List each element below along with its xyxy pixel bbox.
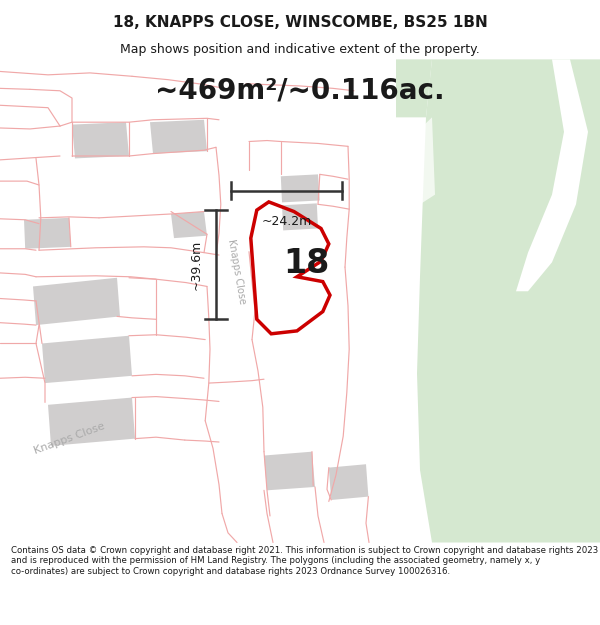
Text: ~24.2m: ~24.2m bbox=[262, 215, 311, 228]
Polygon shape bbox=[48, 398, 135, 446]
Text: ~469m²/~0.116ac.: ~469m²/~0.116ac. bbox=[155, 76, 445, 104]
Text: Contains OS data © Crown copyright and database right 2021. This information is : Contains OS data © Crown copyright and d… bbox=[11, 546, 598, 576]
Text: Knapps Close: Knapps Close bbox=[226, 239, 248, 305]
Polygon shape bbox=[510, 59, 588, 291]
Polygon shape bbox=[264, 452, 315, 491]
Text: ~39.6m: ~39.6m bbox=[190, 239, 203, 290]
Polygon shape bbox=[348, 59, 396, 542]
Polygon shape bbox=[417, 118, 435, 204]
Text: 18, KNAPPS CLOSE, WINSCOMBE, BS25 1BN: 18, KNAPPS CLOSE, WINSCOMBE, BS25 1BN bbox=[113, 15, 487, 30]
Polygon shape bbox=[42, 336, 132, 383]
Polygon shape bbox=[33, 278, 120, 325]
Polygon shape bbox=[396, 59, 432, 118]
Text: Knapps Close: Knapps Close bbox=[32, 421, 106, 456]
Polygon shape bbox=[201, 59, 251, 542]
Text: Map shows position and indicative extent of the property.: Map shows position and indicative extent… bbox=[120, 42, 480, 56]
Text: 18: 18 bbox=[283, 247, 329, 280]
Polygon shape bbox=[417, 59, 600, 542]
Polygon shape bbox=[24, 218, 71, 249]
Polygon shape bbox=[329, 464, 368, 500]
Polygon shape bbox=[0, 59, 330, 542]
Polygon shape bbox=[150, 120, 207, 154]
Polygon shape bbox=[282, 203, 318, 231]
Polygon shape bbox=[171, 211, 207, 238]
Polygon shape bbox=[72, 122, 129, 158]
Polygon shape bbox=[281, 174, 320, 203]
